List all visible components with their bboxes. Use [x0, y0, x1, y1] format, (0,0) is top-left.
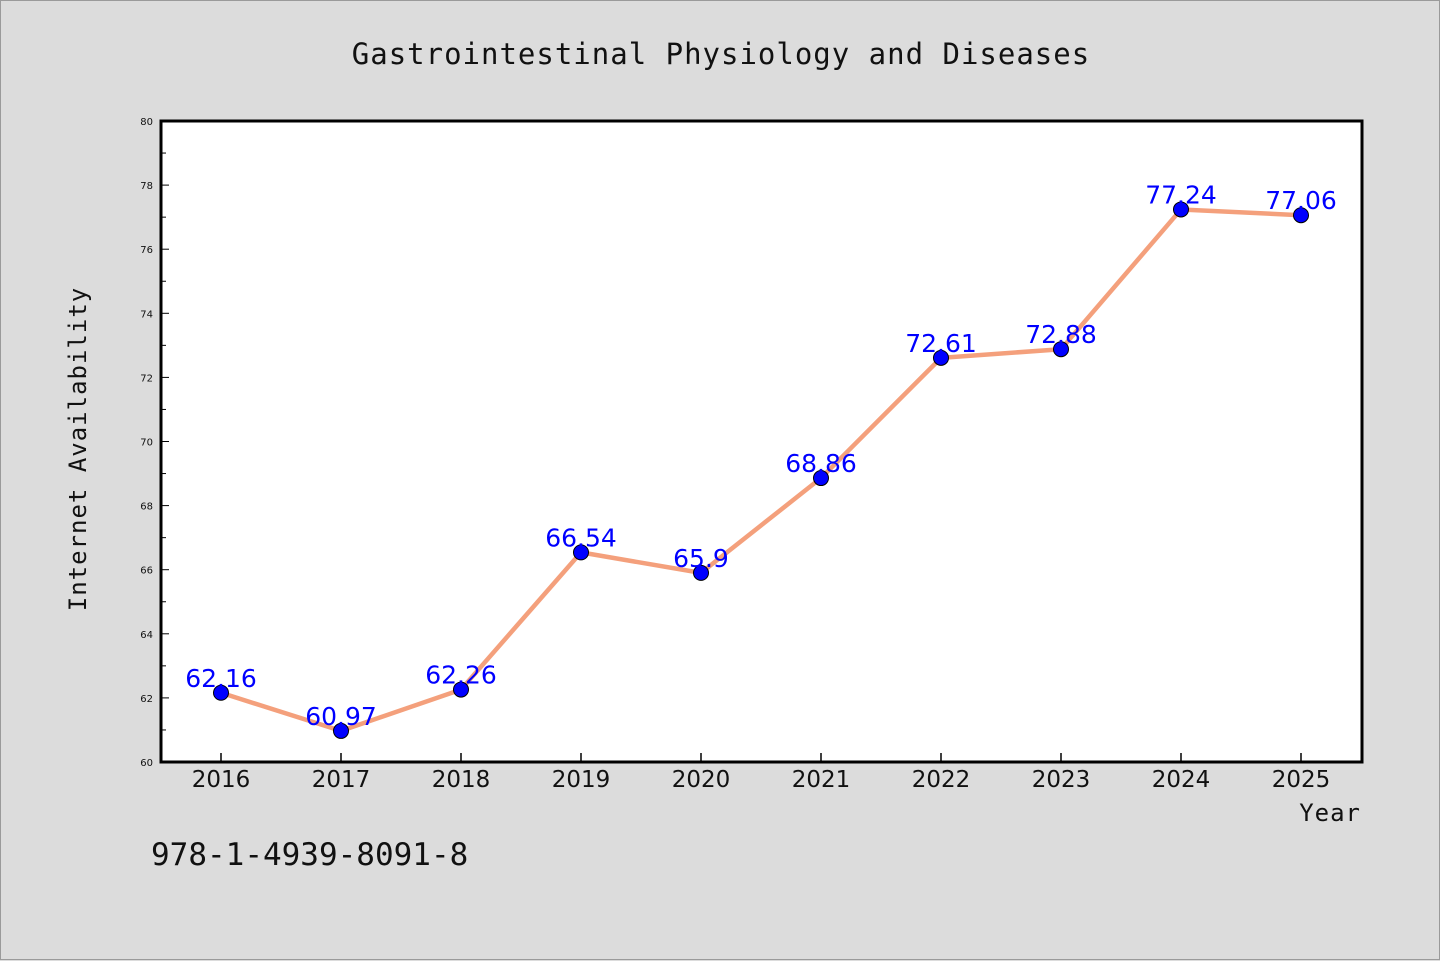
data-point [1293, 207, 1309, 224]
data-label: 72.88 [1025, 320, 1097, 349]
x-tick-label: 2023 [1032, 767, 1091, 793]
data-label: 77.06 [1265, 186, 1337, 215]
y-tick-label: 80 [140, 117, 153, 128]
data-label: 65.9 [673, 544, 729, 573]
y-tick-label: 70 [140, 438, 153, 449]
data-label: 62.26 [425, 661, 497, 690]
x-axis: 2016 2017 2018 2019 2020 2021 2022 2023 2024 2025 [192, 753, 1331, 793]
chart-title: Gastrointestinal Physiology and Diseases [352, 37, 1090, 71]
y-axis: 60 62 64 66 68 70 72 74 76 78 80 [140, 117, 169, 769]
data-label: 60.97 [305, 702, 377, 731]
x-tick-label: 2019 [552, 767, 611, 793]
data-point [693, 564, 709, 581]
plot-area [159, 119, 1364, 764]
data-point [1173, 201, 1189, 218]
series-line [220, 207, 1302, 734]
data-markers [213, 201, 1309, 739]
x-tick-label: 2016 [192, 767, 251, 793]
data-label: 72.61 [905, 329, 977, 358]
data-point [453, 681, 469, 698]
x-tick-label: 2021 [792, 767, 851, 793]
data-point [333, 722, 349, 739]
x-tick-label: 2025 [1272, 767, 1331, 793]
data-labels: 62.16 60.97 62.26 66.54 65.9 68.86 72.61 72.88 7… [185, 180, 1337, 730]
data-point [573, 544, 589, 561]
data-point [1053, 341, 1069, 358]
y-tick-label: 76 [140, 245, 153, 256]
y-tick-label: 60 [140, 758, 153, 769]
data-label: 66.54 [545, 523, 617, 552]
data-label: 77.24 [1145, 180, 1217, 209]
x-tick-label: 2018 [432, 767, 491, 793]
y-axis-label: Internet Availability [64, 287, 92, 611]
data-point [213, 684, 229, 701]
x-tick-label: 2020 [672, 767, 731, 793]
x-tick-label: 2022 [912, 767, 971, 793]
y-tick-label: 74 [140, 309, 153, 320]
y-tick-label: 66 [140, 566, 153, 577]
y-tick-label: 62 [140, 694, 153, 705]
y-tick-label: 64 [140, 630, 153, 641]
x-tick-label: 2017 [312, 767, 371, 793]
x-tick-label: 2024 [1152, 767, 1211, 793]
data-point [933, 349, 949, 366]
y-tick-label: 68 [140, 502, 153, 513]
y-tick-label: 72 [140, 373, 153, 384]
x-axis-label: Year [1299, 799, 1361, 827]
data-label: 62.16 [185, 664, 257, 693]
data-point [813, 470, 829, 487]
data-label: 68.86 [785, 449, 857, 478]
isbn-text: 978-1-4939-8091-8 [151, 837, 468, 873]
y-tick-label: 78 [140, 181, 153, 192]
